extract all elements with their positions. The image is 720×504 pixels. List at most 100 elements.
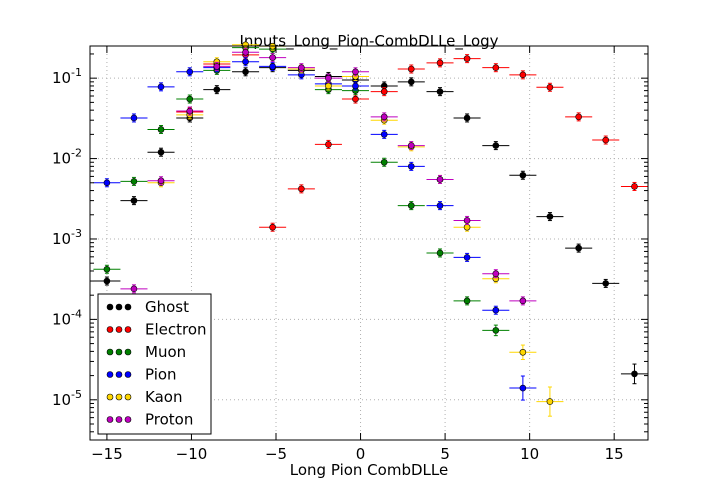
point-proton [407,142,415,149]
legend-marker-pion [115,371,123,378]
point-proton [186,107,194,115]
point-proton [213,63,221,70]
legend-marker-kaon [115,393,123,401]
point-ghost [130,197,138,204]
point-electron [380,88,388,95]
legend-item-kaon: Kaon [106,388,182,406]
point-proton [463,217,471,224]
point-pion [130,114,138,122]
legend-box [97,293,212,435]
x-tick-label: −5 [265,445,287,463]
legend-marker-electron [124,326,132,333]
point-proton [242,48,249,56]
point-ghost [407,78,415,86]
y-tick-label: 10-3 [52,227,82,248]
point-electron [325,141,332,148]
legend-marker-ghost [115,303,123,311]
point-pion [380,131,388,138]
point-pion [157,83,165,91]
series-layer [93,41,648,417]
legend: Ghost Electron Muon Pion Kaon Proton [97,293,212,435]
point-pion [186,68,194,76]
point-pion [103,179,111,187]
point-muon [463,297,471,305]
point-proton [325,74,332,82]
point-muon [407,202,415,209]
point-kaon [546,398,554,405]
point-proton [519,297,527,305]
point-ghost [492,142,500,149]
point-ghost [631,370,638,378]
point-kaon [325,82,332,90]
axis-ticks [90,46,648,440]
point-electron [492,64,500,71]
x-tick-label: 5 [440,445,450,463]
x-tick-label: −15 [91,445,123,463]
point-ghost [602,280,610,287]
legend-marker-ghost [124,303,132,311]
chart-title: Inputs_Long_Pion-CombDLLe_Logy [239,32,498,51]
legend-label-electron: Electron [145,321,207,339]
point-muon [380,158,388,166]
legend-label-kaon: Kaon [145,388,182,406]
point-muon [492,327,500,334]
point-kaon [242,41,249,49]
point-electron [546,83,554,91]
point-ghost [242,68,249,76]
y-tick-labels: 10-5 10-4 10-3 10-2 10-1 [52,66,82,409]
x-tick-label: 10 [520,445,539,463]
point-ghost [436,88,444,95]
legend-marker-kaon [106,393,114,401]
series-proton [120,47,537,306]
legend-marker-pion [106,371,114,378]
point-proton [157,177,165,185]
point-ghost [575,244,582,252]
point-pion [436,202,444,209]
y-tick-label: 10-5 [52,388,82,409]
legend-item-ghost: Ghost [106,298,189,316]
point-proton [130,285,138,293]
point-pion [407,163,415,170]
point-electron [436,59,444,67]
legend-label-pion: Pion [145,366,177,384]
legend-marker-kaon [124,393,132,401]
legend-marker-muon [124,348,132,356]
legend-label-proton: Proton [145,411,193,429]
point-electron [631,183,638,190]
point-pion [492,306,500,314]
point-proton [436,176,444,183]
legend-item-pion: Pion [106,366,177,384]
point-proton [380,113,388,121]
legend-marker-ghost [106,303,114,311]
point-ghost [546,213,554,220]
point-muon [186,95,194,103]
point-electron [352,95,359,103]
x-tick-label: 0 [356,445,366,463]
legend-label-muon: Muon [145,343,186,361]
point-ghost [463,114,471,122]
point-muon [103,265,111,273]
point-electron [463,55,471,62]
legend-item-muon: Muon [106,343,186,361]
legend-item-proton: Proton [106,411,193,429]
point-pion [352,82,359,90]
x-tick-label: 15 [605,445,624,463]
y-tick-label: 10-2 [52,147,82,168]
point-pion [269,63,276,70]
x-tick-label: −10 [176,445,208,463]
legend-marker-proton [124,416,132,423]
point-pion [519,384,527,392]
point-pion [463,254,471,261]
point-muon [157,126,165,133]
point-muon [130,178,138,185]
point-muon [436,249,444,257]
legend-marker-muon [106,348,114,356]
y-tick-label: 10-1 [52,66,82,87]
point-electron [575,113,582,121]
point-proton [269,54,276,61]
point-electron [519,71,527,79]
point-ghost [103,277,111,285]
point-proton [492,270,500,277]
point-proton [298,64,305,71]
